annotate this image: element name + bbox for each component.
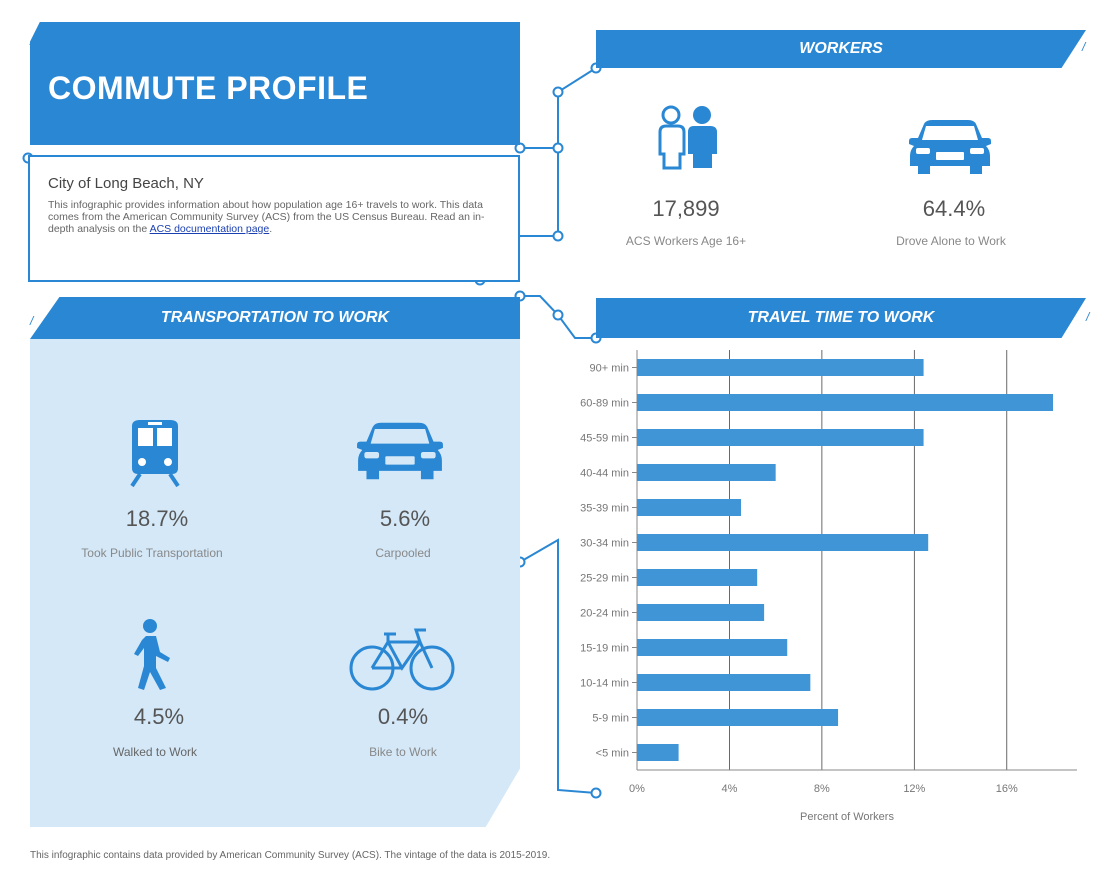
transportation-header-label: TRANSPORTATION TO WORK: [160, 309, 390, 326]
y-tick-label: <5 min: [596, 748, 629, 760]
bar: [637, 359, 924, 376]
intro-box: [28, 155, 520, 282]
slash-decoration: /: [1086, 310, 1090, 324]
slash-decoration: /: [1082, 40, 1086, 54]
bar: [637, 534, 929, 551]
public-transport-label: Took Public Transportation: [81, 546, 223, 560]
x-tick-label: 16%: [996, 783, 1018, 795]
transportation-panel: [30, 339, 520, 827]
slash-decoration: /: [30, 314, 34, 328]
workers-count-label: ACS Workers Age 16+: [625, 234, 747, 248]
y-tick-label: 40-44 min: [580, 468, 629, 480]
bike-percent: 0.4%: [377, 704, 429, 729]
walked-percent: 4.5%: [133, 704, 185, 729]
intro-text: This infographic provides information ab…: [48, 199, 485, 235]
workers-header-label: WORKERS: [799, 40, 883, 57]
transportation-header: TRANSPORTATION TO WORK: [30, 297, 520, 339]
x-tick-label: 4%: [721, 783, 737, 795]
bar: [637, 569, 758, 586]
bar: [637, 394, 1053, 411]
workers-count: 17,899: [652, 196, 720, 221]
walked-label: Walked to Work: [112, 745, 198, 759]
y-tick-label: 15-19 min: [580, 643, 629, 655]
drove-alone-percent: 64.4%: [922, 196, 986, 221]
x-axis-label: Percent of Workers: [800, 811, 894, 823]
y-tick-label: 5-9 min: [592, 713, 629, 725]
travel-time-header-label: TRAVEL TIME TO WORK: [747, 309, 935, 326]
y-tick-label: 45-59 min: [580, 433, 629, 445]
y-tick-label: 10-14 min: [580, 678, 629, 690]
y-tick-label: 60-89 min: [580, 398, 629, 410]
place-name: City of Long Beach, NY: [48, 175, 204, 192]
bar: [637, 709, 839, 726]
train-icon: [130, 420, 180, 488]
bar: [637, 639, 788, 656]
people-icon: [658, 105, 717, 170]
y-tick-label: 25-29 min: [580, 573, 629, 585]
x-tick-label: 0%: [629, 783, 645, 795]
travel-time-chart: 0% 4% 8% 12% 16% 90+ min 60-89 min 45-59 min 40-…: [580, 350, 1077, 823]
walking-person-icon: [134, 619, 170, 690]
bar: [637, 429, 924, 446]
carpooled-percent: 5.6%: [379, 506, 431, 531]
bar: [637, 499, 741, 516]
drove-alone-label: Drove Alone to Work: [896, 234, 1006, 248]
public-transport-percent: 18.7%: [125, 506, 189, 531]
y-tick-label: 20-24 min: [580, 608, 629, 620]
slash-decoration: /: [30, 34, 34, 48]
bar: [637, 464, 776, 481]
travel-time-header: TRAVEL TIME TO WORK: [596, 298, 1086, 338]
intro-description: This infographic provides information ab…: [48, 199, 498, 235]
bar: [637, 604, 765, 621]
acs-documentation-link[interactable]: ACS documentation page: [149, 223, 270, 235]
page-title: COMMUTE PROFILE: [48, 70, 369, 106]
y-tick-label: 35-39 min: [580, 503, 629, 515]
bicycle-icon: [349, 628, 455, 691]
bike-label: Bike to Work: [369, 745, 437, 759]
x-tick-label: 8%: [814, 783, 830, 795]
title-banner: [30, 22, 520, 145]
carpooled-label: Carpooled: [375, 546, 431, 560]
bar: [637, 744, 679, 761]
x-tick-label: 12%: [903, 783, 925, 795]
workers-header: WORKERS: [596, 30, 1086, 68]
car-icon: [909, 120, 991, 174]
footer-note: This infographic contains data provided …: [30, 850, 551, 861]
intro-text-end: .: [269, 223, 273, 235]
y-tick-label: 30-34 min: [580, 538, 629, 550]
car-icon: [357, 422, 443, 480]
y-tick-label: 90+ min: [590, 363, 629, 375]
bar: [637, 674, 811, 691]
